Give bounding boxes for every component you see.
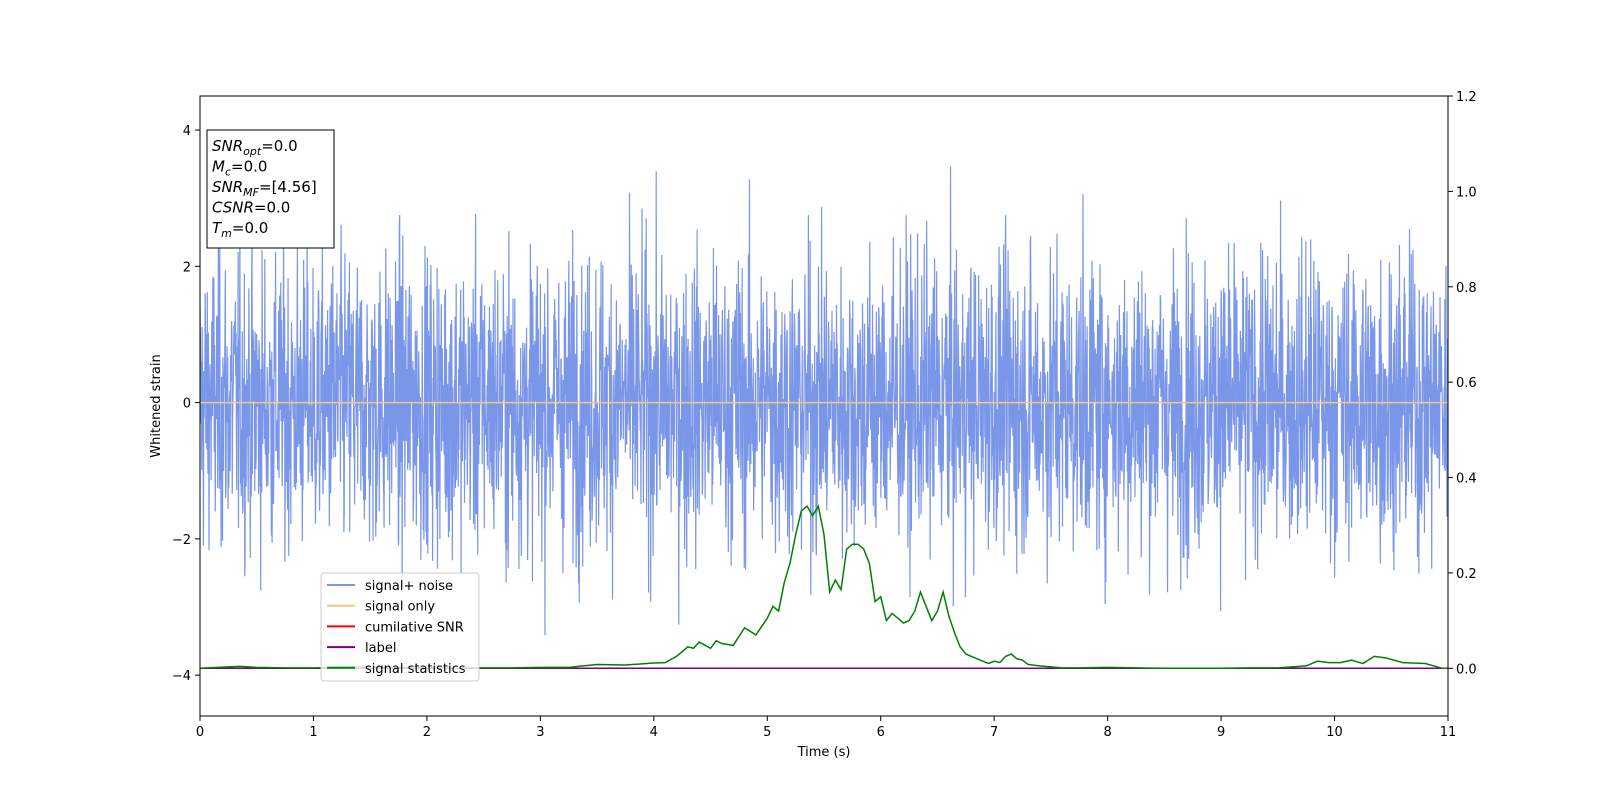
x-tick-label: 1 <box>309 725 317 740</box>
x-tick-label: 9 <box>1217 725 1225 740</box>
x-axis: 0 1 2 3 4 5 6 7 8 9 10 11 <box>196 716 1456 740</box>
y-right-tick-label: 0.6 <box>1456 376 1477 391</box>
info-line: Mc=0.0 <box>212 158 267 179</box>
info-line-subscript: c <box>225 166 231 179</box>
legend-frame <box>320 572 480 682</box>
y-left-tick-label: 0 <box>183 397 191 412</box>
x-tick-label: 0 <box>196 725 204 740</box>
y-right-tick-label: 1.0 <box>1456 185 1477 200</box>
x-tick-label: 11 <box>1440 725 1457 740</box>
info-line-value: =0.0 <box>261 137 297 155</box>
legend-label: signal statistics <box>365 662 466 677</box>
legend-label: signal+ noise <box>365 579 453 594</box>
legend: signal+ noise signal only cumilative SNR la… <box>320 572 480 682</box>
info-line-symbol: T <box>212 219 223 237</box>
info-line: CSNR=0.0 <box>212 199 290 217</box>
y-right-tick-label: 1.2 <box>1456 90 1477 105</box>
y-right-tick-label: 0.0 <box>1456 662 1477 677</box>
info-line-value: =0.0 <box>231 158 267 176</box>
y-right-tick-label: 0.4 <box>1456 472 1477 487</box>
x-axis-label: Time (s) <box>797 745 851 760</box>
series-line-signal-noise <box>200 166 1448 636</box>
x-tick-label: 8 <box>1103 725 1111 740</box>
info-line: SNRMF=[4.56] <box>212 178 317 199</box>
info-line-value: =[4.56] <box>259 178 317 196</box>
y-right-tick-label: 0.8 <box>1456 281 1477 296</box>
info-line-subscript: MF <box>243 186 259 199</box>
x-tick-label: 10 <box>1326 725 1343 740</box>
y-left-tick-label: −4 <box>172 669 191 684</box>
legend-label: label <box>365 641 396 656</box>
series-line-signal-statistics <box>200 504 1448 670</box>
info-line-subscript: opt <box>243 145 262 158</box>
info-line-value: =0.0 <box>232 219 268 237</box>
x-tick-label: 3 <box>536 725 544 740</box>
info-line-value: =0.0 <box>254 199 290 217</box>
y-right-tick-label: 0.2 <box>1456 567 1477 582</box>
info-line-symbol: SNR <box>212 178 243 196</box>
info-box-frame <box>206 129 335 249</box>
legend-label: signal only <box>365 600 435 615</box>
info-line-symbol: CSNR <box>212 199 254 217</box>
y-left-tick-label: 4 <box>183 124 191 139</box>
y-axis-right: 0.0 0.2 0.4 0.6 0.8 1.0 1.2 <box>1448 90 1477 677</box>
y-axis-left: −4 −2 0 2 4 <box>172 124 200 684</box>
y-axis-label: Whitened strain <box>149 354 164 457</box>
x-tick-label: 6 <box>877 725 885 740</box>
info-line-subscript: m <box>221 227 232 240</box>
info-line: SNRopt=0.0 <box>212 137 298 158</box>
legend-label: cumilative SNR <box>365 620 464 635</box>
info-line-symbol: M <box>212 158 225 176</box>
plot-frame <box>199 95 1449 717</box>
info-line: Tm=0.0 <box>212 219 268 240</box>
x-tick-label: 5 <box>763 725 771 740</box>
x-tick-label: 4 <box>650 725 658 740</box>
y-left-tick-label: −2 <box>172 533 191 548</box>
x-tick-label: 7 <box>990 725 998 740</box>
info-line-symbol: SNR <box>212 137 243 155</box>
y-left-tick-label: 2 <box>183 260 191 275</box>
x-tick-label: 2 <box>423 725 431 740</box>
info-box: SNRopt=0.0Mc=0.0SNRMF=[4.56]CSNR=0.0Tm=0… <box>206 129 335 249</box>
